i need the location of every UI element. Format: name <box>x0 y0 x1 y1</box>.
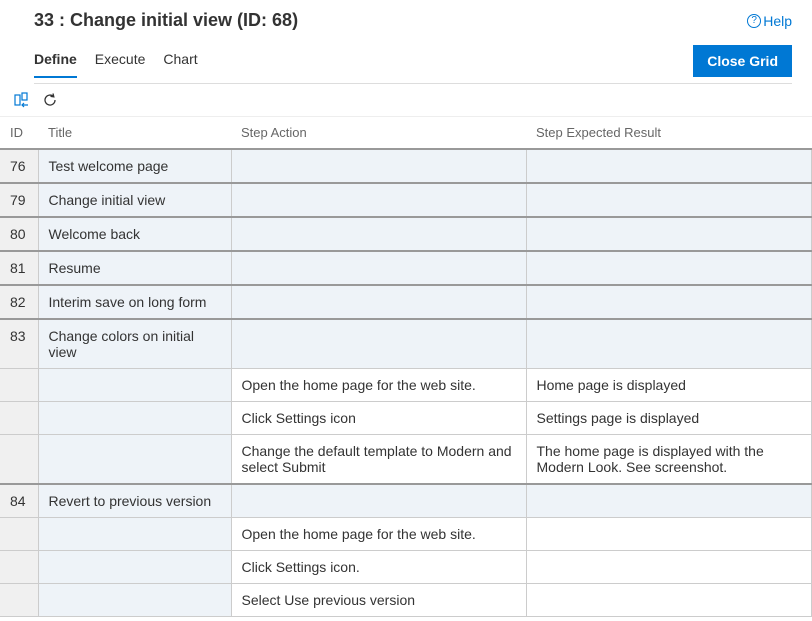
close-grid-button[interactable]: Close Grid <box>693 45 792 77</box>
cell-step-expected[interactable] <box>526 584 812 617</box>
help-label: Help <box>763 13 792 29</box>
table-row[interactable]: Change the default template to Modern an… <box>0 435 812 485</box>
page-title: 33 : Change initial view (ID: 68) <box>34 10 298 31</box>
table-row[interactable]: 81Resume <box>0 251 812 285</box>
cell-step-action[interactable]: Change the default template to Modern an… <box>231 435 526 485</box>
cell-id[interactable]: 84 <box>0 484 38 518</box>
cell-step-action[interactable] <box>231 285 526 319</box>
cell-title[interactable]: Revert to previous version <box>38 484 231 518</box>
tab-execute[interactable]: Execute <box>95 51 146 77</box>
cell-title[interactable]: Change colors on initial view <box>38 319 231 369</box>
table-row[interactable]: 79Change initial view <box>0 183 812 217</box>
cell-step-action[interactable]: Click Settings icon <box>231 402 526 435</box>
cell-step-expected[interactable] <box>526 551 812 584</box>
column-header-action[interactable]: Step Action <box>231 117 526 149</box>
cell-id[interactable] <box>0 369 38 402</box>
cell-id[interactable]: 80 <box>0 217 38 251</box>
table-row[interactable]: 76Test welcome page <box>0 149 812 183</box>
cell-title[interactable]: Change initial view <box>38 183 231 217</box>
cell-step-action[interactable]: Open the home page for the web site. <box>231 369 526 402</box>
cell-title[interactable]: Interim save on long form <box>38 285 231 319</box>
help-link[interactable]: ? Help <box>747 13 792 29</box>
cell-title[interactable] <box>38 584 231 617</box>
cell-title[interactable]: Test welcome page <box>38 149 231 183</box>
cell-step-expected[interactable] <box>526 251 812 285</box>
refresh-icon[interactable] <box>42 92 58 108</box>
cell-step-action[interactable] <box>231 484 526 518</box>
column-options-icon[interactable] <box>14 92 30 108</box>
table-row[interactable]: 82Interim save on long form <box>0 285 812 319</box>
cell-id[interactable] <box>0 402 38 435</box>
cell-step-expected[interactable] <box>526 518 812 551</box>
cell-title[interactable] <box>38 551 231 584</box>
cell-step-expected[interactable] <box>526 285 812 319</box>
cell-step-action[interactable] <box>231 319 526 369</box>
tab-define[interactable]: Define <box>34 51 77 77</box>
cell-step-expected[interactable]: The home page is displayed with the Mode… <box>526 435 812 485</box>
cell-step-action[interactable] <box>231 217 526 251</box>
cell-step-expected[interactable] <box>526 484 812 518</box>
cell-id[interactable]: 83 <box>0 319 38 369</box>
cell-step-action[interactable]: Click Settings icon. <box>231 551 526 584</box>
cell-id[interactable]: 82 <box>0 285 38 319</box>
table-row[interactable]: Click Settings icon. <box>0 551 812 584</box>
tab-chart[interactable]: Chart <box>163 51 197 77</box>
cell-step-action[interactable]: Select Use previous version <box>231 584 526 617</box>
cell-title[interactable] <box>38 369 231 402</box>
table-row[interactable]: 80Welcome back <box>0 217 812 251</box>
cell-id[interactable] <box>0 584 38 617</box>
cell-id[interactable] <box>0 551 38 584</box>
table-row[interactable]: Open the home page for the web site.Home… <box>0 369 812 402</box>
cell-title[interactable]: Resume <box>38 251 231 285</box>
cell-step-expected[interactable] <box>526 183 812 217</box>
cell-step-expected[interactable]: Home page is displayed <box>526 369 812 402</box>
column-header-title[interactable]: Title <box>38 117 231 149</box>
data-grid: ID Title Step Action Step Expected Resul… <box>0 117 812 617</box>
cell-title[interactable] <box>38 518 231 551</box>
table-row[interactable]: Open the home page for the web site. <box>0 518 812 551</box>
cell-id[interactable]: 81 <box>0 251 38 285</box>
cell-step-action[interactable]: Open the home page for the web site. <box>231 518 526 551</box>
column-header-id[interactable]: ID <box>0 117 38 149</box>
cell-step-expected[interactable] <box>526 149 812 183</box>
cell-id[interactable] <box>0 435 38 485</box>
cell-title[interactable] <box>38 402 231 435</box>
cell-title[interactable]: Welcome back <box>38 217 231 251</box>
table-row[interactable]: 84Revert to previous version <box>0 484 812 518</box>
table-row[interactable]: Click Settings iconSettings page is disp… <box>0 402 812 435</box>
cell-step-expected[interactable] <box>526 319 812 369</box>
cell-step-action[interactable] <box>231 149 526 183</box>
cell-step-action[interactable] <box>231 251 526 285</box>
cell-id[interactable] <box>0 518 38 551</box>
help-icon: ? <box>747 14 761 28</box>
cell-step-expected[interactable] <box>526 217 812 251</box>
cell-id[interactable]: 76 <box>0 149 38 183</box>
tabs: Define Execute Chart <box>34 51 198 77</box>
cell-id[interactable]: 79 <box>0 183 38 217</box>
cell-step-expected[interactable]: Settings page is displayed <box>526 402 812 435</box>
cell-title[interactable] <box>38 435 231 485</box>
table-row[interactable]: 83Change colors on initial view <box>0 319 812 369</box>
cell-step-action[interactable] <box>231 183 526 217</box>
column-header-expected[interactable]: Step Expected Result <box>526 117 812 149</box>
toolbar <box>0 84 812 117</box>
table-row[interactable]: Select Use previous version <box>0 584 812 617</box>
